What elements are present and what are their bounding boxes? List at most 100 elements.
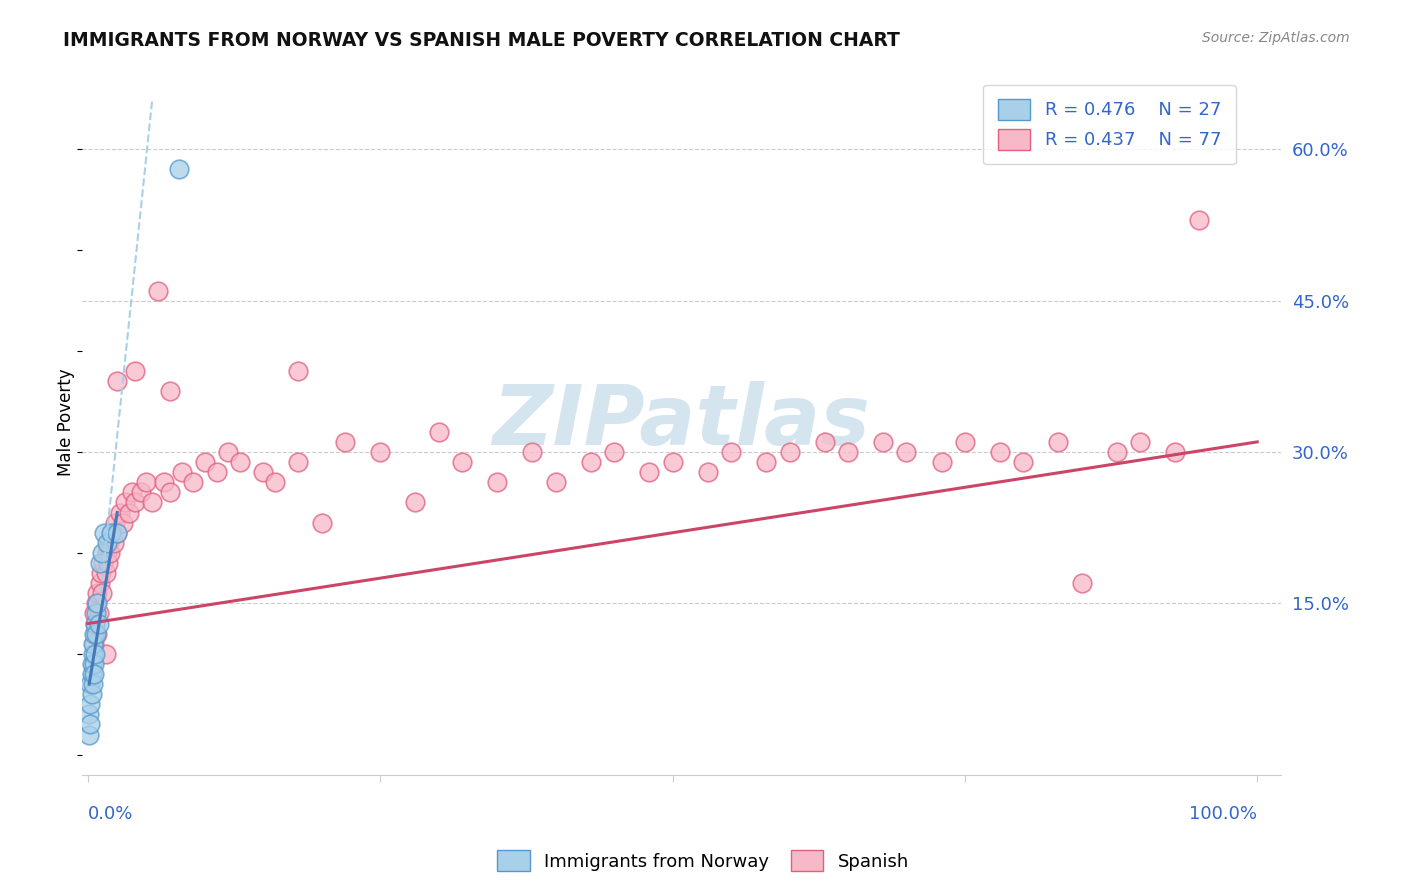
Point [100, 525, 122, 540]
Point [86, 626, 108, 640]
Point [89, 576, 111, 591]
Point [135, 475, 157, 490]
Point [1012, 455, 1035, 469]
Point [91, 586, 114, 600]
Point [96, 536, 118, 550]
Point [80, 667, 103, 681]
Point [217, 445, 239, 459]
Point [118, 506, 141, 520]
Point [931, 455, 953, 469]
Text: 100.0%: 100.0% [1189, 805, 1257, 823]
Point [129, 485, 152, 500]
Point [311, 516, 333, 530]
Point [404, 495, 426, 509]
Point [100, 525, 122, 540]
Y-axis label: Male Poverty: Male Poverty [58, 368, 75, 475]
Point [1188, 213, 1211, 227]
Point [427, 425, 450, 439]
Point [451, 455, 474, 469]
Point [94, 647, 117, 661]
Point [755, 455, 778, 469]
Legend: R = 0.476    N = 27, R = 0.437    N = 77: R = 0.476 N = 27, R = 0.437 N = 77 [983, 85, 1236, 164]
Point [90, 566, 112, 580]
Point [813, 434, 835, 449]
Point [368, 445, 391, 459]
Point [80, 687, 103, 701]
Point [82, 647, 104, 661]
Point [91, 556, 114, 570]
Point [1047, 434, 1070, 449]
Point [105, 525, 128, 540]
Point [522, 445, 544, 459]
Text: 0.0%: 0.0% [89, 805, 134, 823]
Point [91, 546, 114, 560]
Point [1129, 434, 1152, 449]
Point [108, 506, 131, 520]
Point [79, 677, 101, 691]
Point [83, 626, 105, 640]
Point [80, 657, 103, 671]
Point [97, 556, 120, 570]
Point [124, 495, 146, 509]
Point [105, 375, 128, 389]
Point [77, 707, 100, 722]
Point [896, 445, 918, 459]
Point [83, 607, 105, 621]
Point [205, 465, 228, 479]
Point [603, 445, 626, 459]
Point [194, 455, 217, 469]
Point [544, 475, 567, 490]
Legend: Immigrants from Norway, Spanish: Immigrants from Norway, Spanish [489, 843, 917, 879]
Point [84, 607, 107, 621]
Point [104, 516, 127, 530]
Point [159, 485, 181, 500]
Point [661, 455, 683, 469]
Point [638, 465, 661, 479]
Point [84, 647, 107, 661]
Point [112, 516, 135, 530]
Point [89, 556, 111, 570]
Point [1105, 445, 1128, 459]
Point [153, 475, 176, 490]
Point [82, 677, 104, 691]
Point [77, 727, 100, 741]
Point [1164, 445, 1187, 459]
Point [84, 596, 107, 610]
Point [159, 384, 181, 399]
Point [121, 485, 143, 500]
Point [252, 465, 274, 479]
Point [287, 364, 309, 378]
Point [98, 536, 121, 550]
Point [96, 546, 118, 560]
Point [82, 637, 104, 651]
Point [264, 475, 287, 490]
Point [124, 364, 146, 378]
Point [229, 455, 252, 469]
Point [93, 525, 115, 540]
Point [86, 596, 108, 610]
Point [94, 566, 117, 580]
Point [988, 445, 1011, 459]
Text: ZIPatlas: ZIPatlas [492, 381, 870, 462]
Point [837, 445, 859, 459]
Point [696, 465, 718, 479]
Point [720, 445, 742, 459]
Point [141, 495, 163, 509]
Point [83, 667, 105, 681]
Point [953, 434, 976, 449]
Point [79, 717, 101, 731]
Point [84, 626, 107, 640]
Point [779, 445, 801, 459]
Point [486, 475, 509, 490]
Point [1070, 576, 1092, 591]
Point [103, 536, 125, 550]
Text: IMMIGRANTS FROM NORWAY VS SPANISH MALE POVERTY CORRELATION CHART: IMMIGRANTS FROM NORWAY VS SPANISH MALE P… [63, 31, 900, 50]
Point [83, 657, 105, 671]
Point [170, 465, 193, 479]
Point [84, 616, 107, 631]
Point [79, 698, 101, 712]
Point [87, 616, 110, 631]
Point [579, 455, 602, 469]
Point [98, 546, 121, 560]
Point [287, 455, 309, 469]
